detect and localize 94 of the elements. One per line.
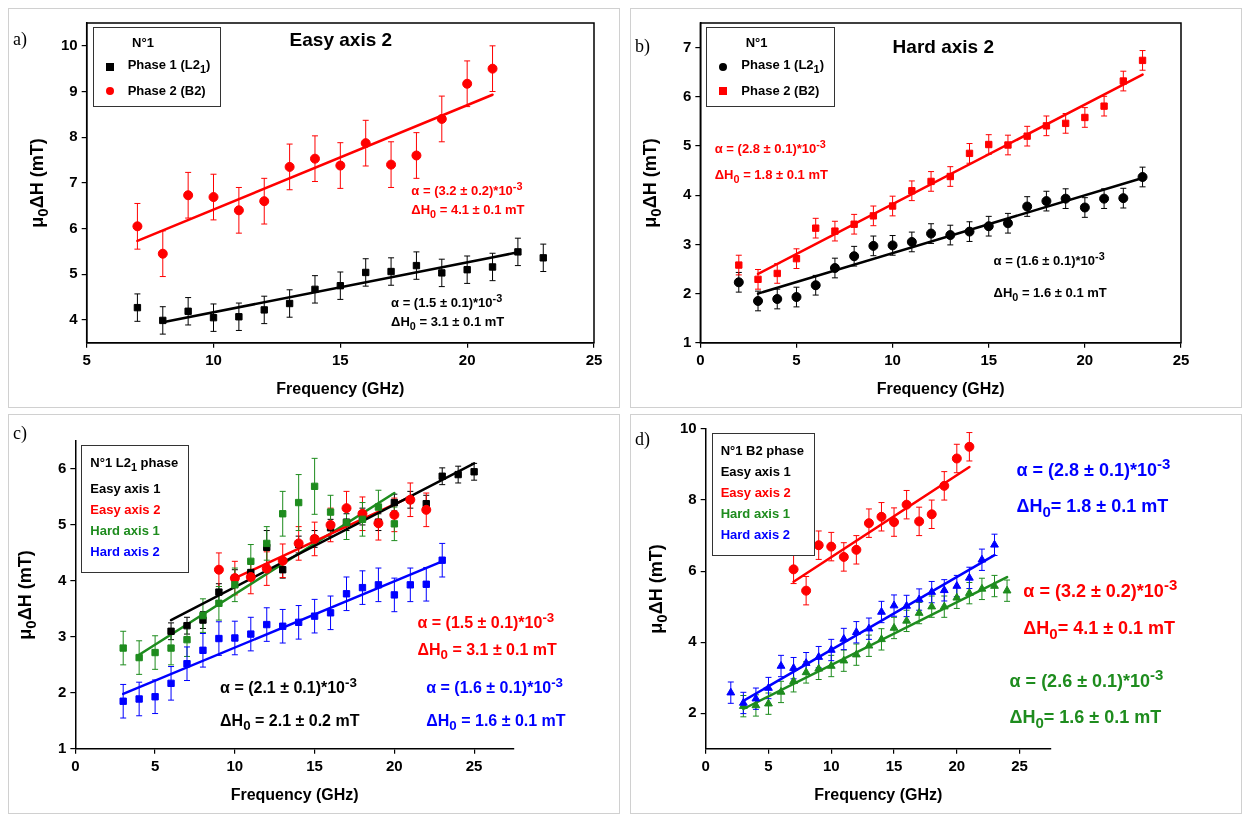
y-tick-label: 2: [683, 283, 692, 301]
y-tick-label: 1: [683, 332, 692, 350]
y-tick-label: 6: [69, 218, 78, 236]
y-tick-label: 7: [69, 173, 78, 191]
y-tick-label: 6: [683, 86, 692, 104]
x-tick-label: 5: [792, 350, 801, 368]
annotation: α = (1.6 ± 0.1)*10$^{-3}$: [426, 674, 564, 698]
x-tick-label: 20: [386, 756, 403, 774]
annotation: α = (2.8 ± 0.1)*10$^{-3}$: [714, 138, 826, 157]
y-tick-label: 3: [58, 627, 67, 645]
y-tick-label: 2: [688, 703, 697, 721]
legend-title: N°1: [744, 34, 769, 52]
x-tick-label: 20: [458, 350, 476, 368]
annotation: ΔH$_{0}$= 1.8 ± 0.1 mT: [1016, 496, 1169, 520]
y-tick-label: 8: [69, 127, 78, 145]
text: d): [635, 429, 650, 450]
x-tick-label: 15: [306, 756, 323, 774]
y-tick-label: 4: [683, 185, 692, 203]
text: Easy axis 2: [90, 500, 161, 519]
legend-label: Phase 1 (L2$_{1}$): [741, 56, 824, 77]
y-tick-label: 4: [58, 571, 67, 589]
annotation: α = (2.6 ± 0.1)*10$^{-3}$: [1009, 665, 1164, 692]
annotation: ΔH$_{0}$ = 1.8 ± 0.1 mT: [714, 166, 828, 185]
annotation: α = (2.8 ± 0.1)*10$^{-3}$: [1016, 454, 1171, 481]
x-tick-label: 10: [884, 350, 901, 368]
y-tick-label: 5: [69, 264, 78, 282]
y-tick-label: 4: [69, 310, 79, 328]
annotation: α = (1.6 ± 0.1)*10$^{-3}$: [993, 250, 1105, 269]
x-tick-label: 25: [1172, 350, 1190, 368]
x-tick-label: 25: [1011, 756, 1028, 774]
x-tick-label: 5: [764, 756, 773, 774]
annotation: α = (1.5 ± 0.1)*10$^{-3}$: [391, 291, 503, 310]
x-tick-label: 10: [822, 756, 840, 774]
x-tick-label: 25: [465, 756, 483, 774]
legend-title: N°1 B2 phase: [720, 442, 804, 460]
legend-label: Phase 2 (B2): [741, 81, 820, 100]
text: Hard axis 1: [720, 505, 791, 523]
annotation: ΔH$_{0}$ = 3.1 ± 0.1 mT: [417, 641, 557, 663]
legend-label: Phase 1 (L2$_{1}$): [127, 56, 211, 77]
text: a): [13, 29, 27, 51]
legend-title: N°1: [131, 34, 155, 52]
x-tick-label: 10: [205, 350, 222, 368]
y-tick-label: 8: [688, 490, 697, 508]
chart-title: Easy axis 2: [289, 29, 393, 52]
x-tick-label: 0: [696, 350, 705, 368]
legend-label: Easy axis 1: [720, 463, 791, 481]
y-tick-label: 5: [683, 136, 692, 154]
text: Hard axis 2: [892, 35, 994, 58]
x-tick-label: 25: [585, 350, 603, 368]
x-axis-title: Frequency (GHz): [230, 785, 359, 803]
x-tick-label: 10: [226, 756, 244, 774]
annotation: ΔH$_{0}$= 4.1 ± 0.1 mT: [1023, 617, 1176, 642]
text: c): [13, 422, 27, 444]
x-tick-label: 20: [1076, 350, 1094, 368]
annotation: α = (3.2 ± 0.2)*10$^{-3}$: [411, 179, 523, 199]
x-axis-title: Frequency (GHz): [276, 379, 405, 397]
legend-title: N°1 L2$_{1}$ phase: [90, 454, 179, 475]
y-tick-label: 1: [58, 738, 67, 756]
text: Easy axis 2: [720, 484, 791, 502]
x-axis-title: Frequency (GHz): [876, 379, 1005, 397]
y-tick-label: 7: [683, 37, 692, 55]
y-tick-label: 10: [61, 35, 78, 53]
annotation: ΔH$_{0}$ = 2.1 ± 0.2 mT: [220, 711, 360, 734]
annotation: ΔH$_{0}$ = 3.1 ± 0.1 mT: [391, 314, 505, 332]
annotation: ΔH$_{0}$ = 4.1 ± 0.1 mT: [411, 202, 525, 220]
y-tick-label: 5: [58, 515, 67, 533]
y-tick-label: 4: [688, 632, 698, 650]
y-tick-label: 3: [683, 234, 692, 252]
text: Easy axis 1: [90, 479, 161, 498]
text: Hard axis 1: [90, 521, 160, 540]
annotation: ΔH$_{0}$ = 1.6 ± 0.1 mT: [993, 285, 1107, 303]
x-tick-label: 15: [980, 350, 998, 368]
x-tick-label: 0: [701, 756, 710, 774]
legend-label: Phase 2 (B2): [127, 81, 206, 100]
text: b): [635, 35, 650, 57]
y-tick-label: 6: [688, 561, 697, 579]
y-tick-label: 2: [58, 682, 67, 700]
x-axis-title: Frequency (GHz): [814, 785, 943, 803]
x-tick-label: 0: [71, 756, 80, 774]
x-tick-label: 5: [150, 756, 160, 774]
x-tick-label: 15: [885, 756, 903, 774]
y-tick-label: 6: [58, 459, 67, 477]
y-tick-label: 10: [680, 419, 697, 437]
x-tick-label: 5: [82, 350, 91, 368]
text: Hard axis 2: [720, 526, 791, 544]
x-tick-label: 15: [332, 350, 349, 368]
annotation: ΔH$_{0}$ = 1.6 ± 0.1 mT: [426, 711, 566, 734]
x-tick-label: 20: [948, 756, 966, 774]
annotation: α = (1.5 ± 0.1)*10$^{-3}$: [417, 610, 555, 633]
y-tick-label: 9: [69, 81, 78, 99]
annotation: ΔH$_{0}$= 1.6 ± 0.1 mT: [1009, 707, 1162, 731]
text: Hard axis 2: [90, 542, 160, 561]
annotation: α = (3.2 ± 0.2)*10$^{-3}$: [1023, 576, 1178, 603]
annotation: α = (2.1 ± 0.1)*10$^{-3}$: [220, 674, 357, 698]
